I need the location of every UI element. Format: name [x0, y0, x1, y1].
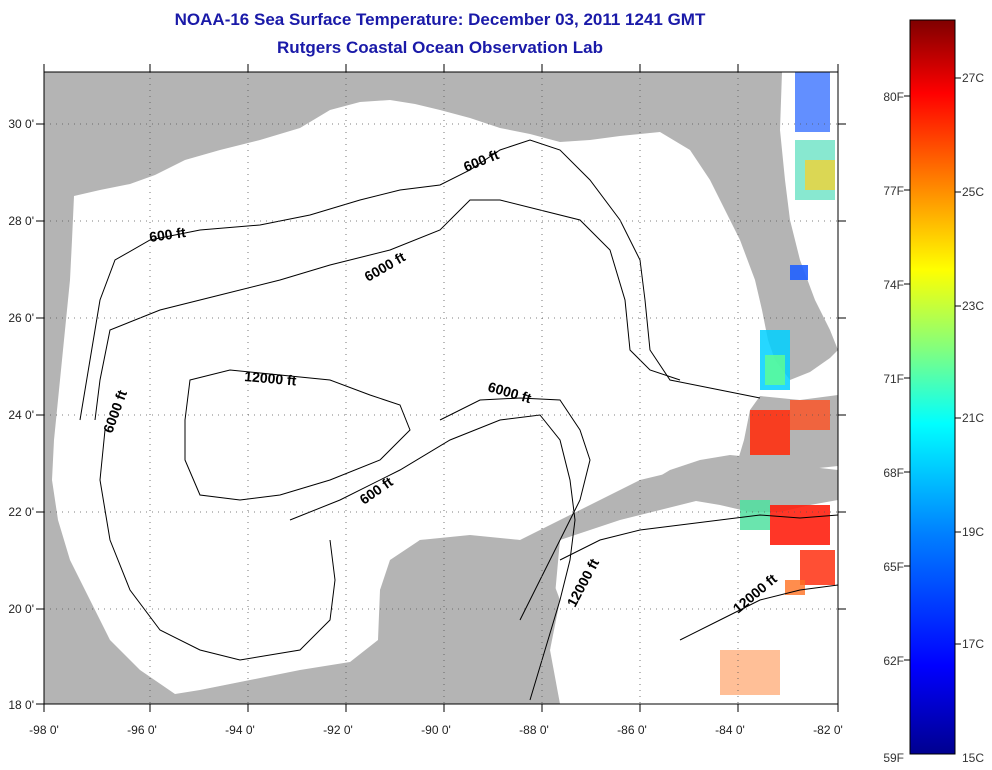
colorbar-c-label: 25C	[962, 185, 984, 199]
temperature-colorbar	[909, 19, 956, 755]
contour-label: 12000 ft	[244, 368, 298, 389]
lat-tick-label: 18 0'	[8, 698, 34, 712]
lat-tick-label: 28 0'	[8, 214, 34, 228]
colorbar-f-label: 74F	[883, 278, 904, 292]
contour-6000ft-west	[99, 429, 336, 661]
colorbar-ticks	[904, 77, 961, 661]
contour-12000ft-center	[184, 369, 411, 501]
lon-tick-label: -90 0'	[421, 723, 451, 737]
lon-tick-label: -94 0'	[225, 723, 255, 737]
colorbar-f-label: 80F	[883, 90, 904, 104]
contour-600ft-south	[289, 414, 576, 701]
colorbar-f-label: 71F	[883, 372, 904, 386]
colorbar-f-label: 68F	[883, 466, 904, 480]
map-frame	[43, 71, 839, 705]
colorbar-f-label: 59F	[883, 751, 904, 765]
colorbar-f-label: 77F	[883, 184, 904, 198]
colorbar-f-label: 65F	[883, 560, 904, 574]
lon-tick-label: -98 0'	[29, 723, 59, 737]
contour-6000ft-north	[94, 199, 681, 421]
colorbar-c-label: 19C	[962, 525, 984, 539]
contour-12000ft-southeast	[679, 584, 838, 641]
contour-6000ft-east	[439, 397, 591, 621]
colorbar-c-label: 21C	[962, 411, 984, 425]
sst-data-patches	[720, 72, 835, 695]
lon-tick-label: -84 0'	[715, 723, 745, 737]
lon-tick-label: -92 0'	[323, 723, 353, 737]
lat-tick-label: 20 0'	[8, 602, 34, 616]
lat-tick-label: 26 0'	[8, 311, 34, 325]
colorbar-c-label: 27C	[962, 71, 984, 85]
yucatan-land	[380, 535, 560, 704]
graticule	[44, 72, 838, 704]
colorbar-f-label: 62F	[883, 654, 904, 668]
cuba-land	[640, 455, 838, 512]
lat-tick-label: 22 0'	[8, 505, 34, 519]
lon-tick-label: -86 0'	[617, 723, 647, 737]
contour-600ft-north	[79, 139, 761, 421]
lon-tick-label: -82 0'	[813, 723, 843, 737]
bathymetry-contours	[79, 139, 838, 701]
axis-ticks	[36, 64, 846, 712]
lon-tick-label: -96 0'	[127, 723, 157, 737]
map-subtitle: Rutgers Coastal Ocean Observation Lab	[277, 38, 603, 57]
gulf-water	[52, 100, 838, 694]
contour-label: 600 ft	[148, 224, 187, 245]
lon-tick-label: -88 0'	[519, 723, 549, 737]
colorbar-c-label: 15C	[962, 751, 984, 765]
contour-12000ft-east	[559, 514, 838, 561]
colorbar-c-label: 17C	[962, 637, 984, 651]
lat-tick-label: 24 0'	[8, 408, 34, 422]
colorbar-c-label: 23C	[962, 299, 984, 313]
lat-tick-label: 30 0'	[8, 117, 34, 131]
map-title: NOAA-16 Sea Surface Temperature: Decembe…	[174, 10, 706, 29]
